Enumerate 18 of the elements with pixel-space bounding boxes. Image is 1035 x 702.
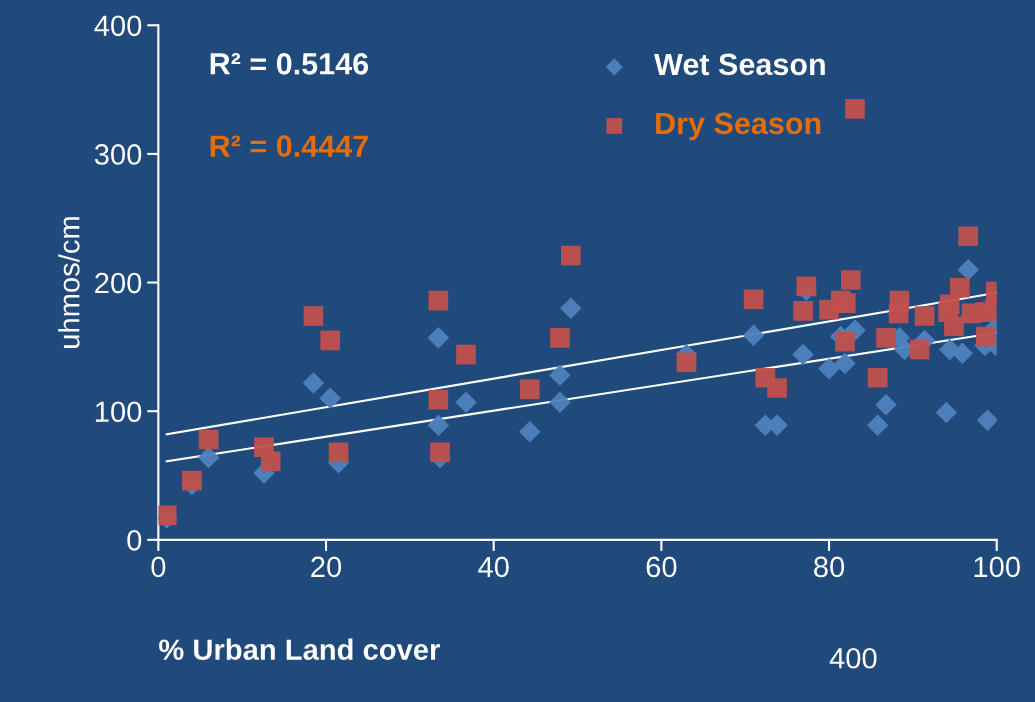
y-tick-label: 100 xyxy=(95,401,142,423)
text: 400 xyxy=(829,647,877,669)
y-axis-title: uhmos/cm xyxy=(58,217,80,348)
x-tick-label: 80 xyxy=(814,556,845,578)
x-tick-label: 40 xyxy=(478,556,509,578)
y-tick-label: 0 xyxy=(127,530,142,551)
legend-label: Wet Season xyxy=(654,53,825,76)
x-tick-label: 0 xyxy=(151,556,166,578)
annotation: R² = 0.4447 xyxy=(210,135,368,157)
legend-label: Dry Season xyxy=(656,112,821,141)
y-tick-label: 200 xyxy=(95,272,142,294)
x-tick-label: 100 xyxy=(974,556,1020,578)
y-tick-label: 300 xyxy=(94,144,142,165)
annotation: R² = 0.5146 xyxy=(210,53,369,75)
x-axis-title: % Urban Land cover xyxy=(159,638,440,660)
x-tick-label: 20 xyxy=(311,556,342,578)
x-tick-label: 60 xyxy=(646,556,677,578)
y-tick-label: 400 xyxy=(94,15,142,37)
